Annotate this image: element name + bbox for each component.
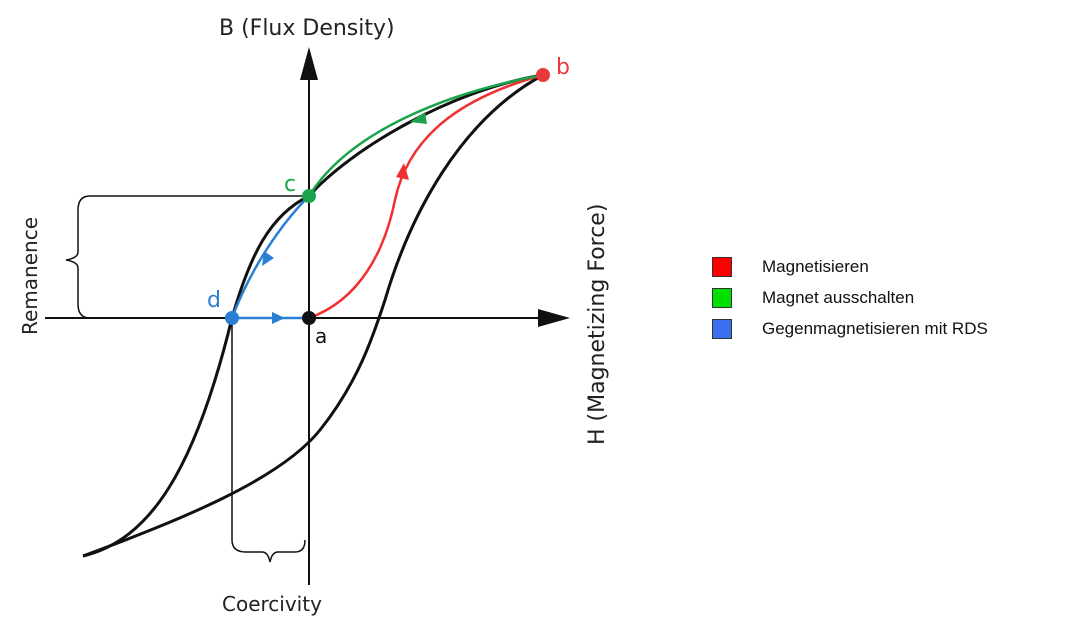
point-d-label: d	[207, 288, 221, 313]
point-a-marker	[302, 311, 316, 325]
hysteresis-lower-branch	[82, 73, 544, 558]
legend-label: Magnet ausschalten	[762, 288, 915, 307]
point-b-marker	[536, 68, 550, 82]
y-axis-label: B (Flux Density)	[219, 16, 395, 41]
legend-item-switch-off: Magnet ausschalten	[712, 286, 988, 310]
legend-label: Magnetisieren	[762, 257, 869, 276]
x-axis-arrowhead	[538, 309, 570, 327]
magnetize-arrow	[396, 163, 409, 180]
counter-magnetize-path	[230, 195, 310, 319]
legend-swatch-red	[712, 257, 732, 277]
legend-swatch-green	[712, 288, 732, 308]
legend-item-counter-magnetize: Gegenmagnetisieren mit RDS	[712, 317, 988, 341]
legend: Magnetisieren Magnet ausschalten Gegenma…	[712, 255, 988, 348]
point-a-label: a	[315, 324, 327, 348]
remanence-label: Remanence	[18, 217, 42, 335]
point-c-label: c	[284, 172, 296, 197]
legend-swatch-blue	[712, 319, 732, 339]
point-b-label: b	[556, 55, 570, 80]
point-d-marker	[225, 311, 239, 325]
magnetize-path	[308, 73, 544, 320]
y-axis-arrowhead	[300, 47, 318, 80]
coercivity-label: Coercivity	[222, 592, 322, 616]
remanence-bracket	[65, 195, 305, 319]
counter-magnetize-arrow-right	[272, 312, 285, 324]
switch-off-path	[307, 73, 544, 197]
counter-magnetize-arrow-down	[262, 251, 274, 266]
switch-off-arrow	[410, 112, 427, 124]
x-axis-label: H (Magnetizing Force)	[585, 204, 610, 445]
point-c-marker	[302, 189, 316, 203]
legend-item-magnetize: Magnetisieren	[712, 255, 988, 279]
legend-label: Gegenmagnetisieren mit RDS	[762, 319, 988, 338]
coercivity-bracket	[231, 539, 306, 563]
